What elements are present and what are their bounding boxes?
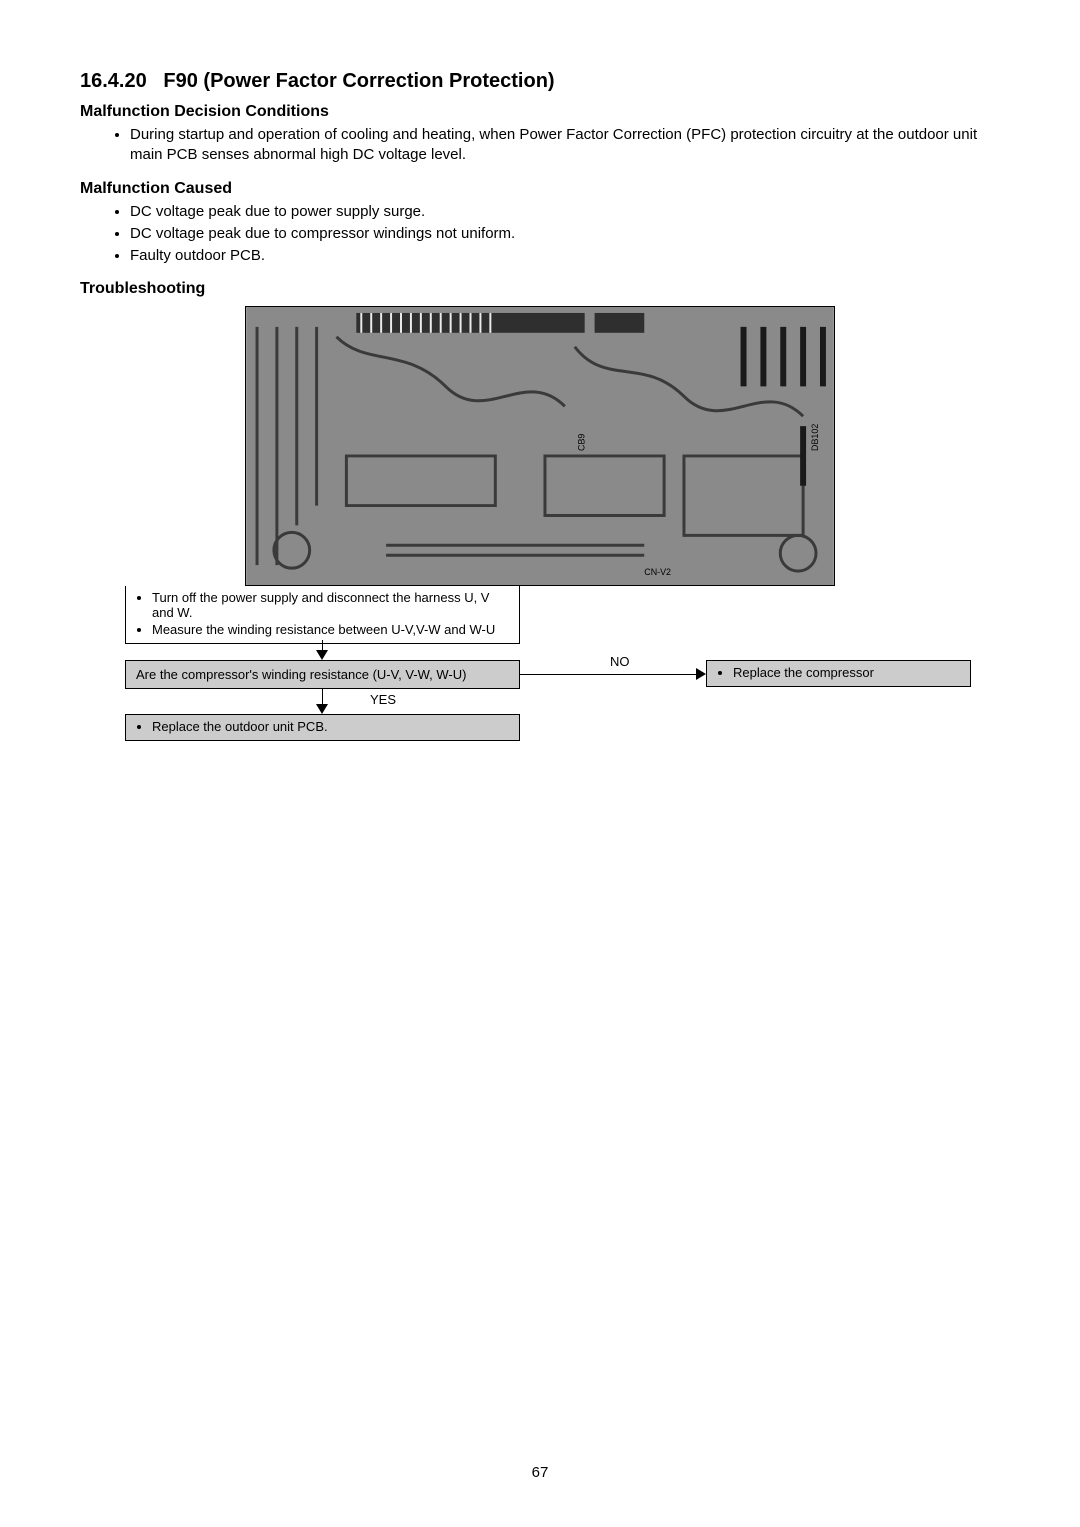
arrow-down-icon (316, 650, 328, 660)
flow-connector (520, 674, 700, 675)
decision-list: During startup and operation of cooling … (80, 125, 1000, 166)
flow-result-no: Replace the compressor (706, 660, 971, 687)
heading-troubleshooting: Troubleshooting (80, 280, 1000, 298)
heading-decision: Malfunction Decision Conditions (80, 103, 1000, 121)
section-number: 16.4.20 (80, 70, 147, 92)
pcb-diagram: CB9 CN-V2 DB102 (245, 306, 835, 586)
pcb-label-cnv2: CN-V2 (644, 567, 671, 577)
section-title-text: F90 (Power Factor Correction Protection) (163, 70, 554, 92)
flow-result-yes: Replace the outdoor unit PCB. (125, 714, 520, 741)
flow-step1-item: Turn off the power supply and disconnect… (152, 590, 511, 620)
list-item: DC voltage peak due to power supply surg… (130, 202, 1000, 222)
flow-step1-item: Measure the winding resistance between U… (152, 622, 511, 637)
list-item: DC voltage peak due to compressor windin… (130, 224, 1000, 244)
pcb-svg: CB9 CN-V2 DB102 (246, 307, 834, 585)
list-item: Faulty outdoor PCB. (130, 246, 1000, 266)
heading-caused: Malfunction Caused (80, 180, 1000, 198)
flow-no-label: NO (610, 654, 630, 669)
flow-step-1: Turn off the power supply and disconnect… (125, 586, 520, 644)
flow-decision: Are the compressor's winding resistance … (125, 660, 520, 689)
caused-list: DC voltage peak due to power supply surg… (80, 202, 1000, 267)
flowchart: Turn off the power supply and disconnect… (80, 586, 1000, 756)
section-title: 16.4.20 F90 (Power Factor Correction Pro… (80, 70, 1000, 93)
list-item: During startup and operation of cooling … (130, 125, 1000, 166)
flow-result-yes-text: Replace the outdoor unit PCB. (152, 719, 511, 734)
page-number: 67 (0, 1464, 1080, 1481)
flow-result-no-text: Replace the compressor (733, 665, 962, 680)
pcb-label-db102: DB102 (810, 424, 820, 451)
pcb-label-cb9: CB9 (577, 434, 587, 451)
arrow-down-icon (316, 704, 328, 714)
flow-yes-label: YES (370, 692, 396, 707)
arrow-right-icon (696, 668, 706, 680)
flow-decision-text: Are the compressor's winding resistance … (136, 667, 466, 682)
